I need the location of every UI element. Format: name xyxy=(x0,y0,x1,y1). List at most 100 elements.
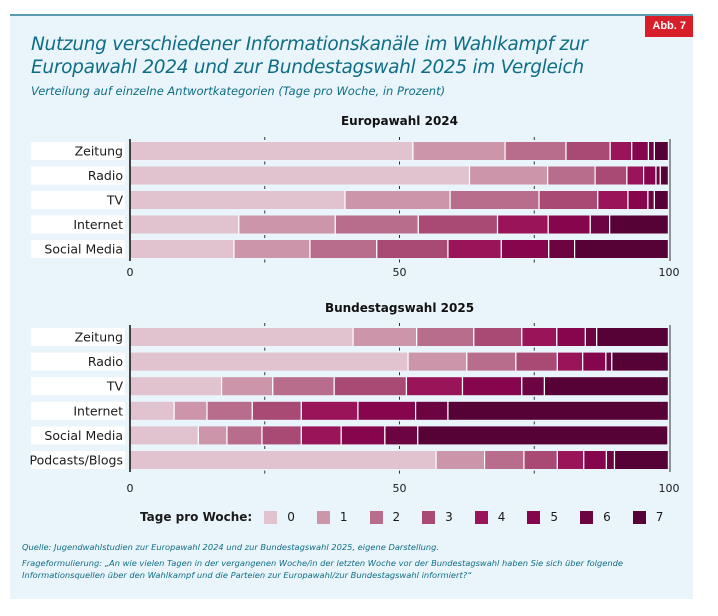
segment-divider xyxy=(556,352,558,371)
segment-divider xyxy=(653,191,655,209)
category-label-bg xyxy=(31,401,125,420)
bar-segment xyxy=(524,451,557,469)
chart-title: Bundestagswahl 2025 xyxy=(325,301,474,315)
bar-segment xyxy=(598,191,628,209)
category-label: Internet xyxy=(73,403,123,418)
bar-segment xyxy=(557,451,584,469)
segment-divider xyxy=(272,377,274,396)
bar-segment xyxy=(539,191,598,209)
segment-divider xyxy=(565,142,567,160)
bar-segment xyxy=(222,377,273,396)
segment-divider xyxy=(384,426,386,445)
segment-divider xyxy=(548,240,550,258)
legend-swatch xyxy=(580,510,594,524)
legend-label: 0 xyxy=(287,510,295,524)
category-label: Zeitung xyxy=(75,330,123,345)
segment-divider xyxy=(556,451,558,469)
category-label: Podcasts/Blogs xyxy=(30,453,124,468)
x-tick-label: 50 xyxy=(393,266,407,279)
bar-segment xyxy=(505,142,566,160)
bar-segment xyxy=(436,451,485,469)
legend-swatch xyxy=(422,510,436,524)
bar-segment xyxy=(628,191,648,209)
bar-segment xyxy=(198,426,227,445)
segment-divider xyxy=(238,215,240,234)
segment-divider xyxy=(300,426,302,445)
figure-subtitle: Verteilung auf einzelne Antwortkategorie… xyxy=(31,84,446,98)
bar-segment xyxy=(385,426,418,445)
bar-segment xyxy=(273,377,334,396)
bar-segment xyxy=(548,166,595,185)
segment-divider xyxy=(643,166,645,185)
bar-segment xyxy=(130,451,436,469)
bar-segment xyxy=(301,426,341,445)
segment-divider xyxy=(653,142,655,160)
bar-segment xyxy=(130,401,174,420)
legend-swatch xyxy=(369,510,383,524)
legend-item-4: 4 xyxy=(474,510,506,524)
legend-label: 4 xyxy=(497,510,506,524)
segment-divider xyxy=(261,426,263,445)
bar-segment xyxy=(448,240,501,258)
bar-segment xyxy=(413,142,505,160)
segment-divider xyxy=(626,166,628,185)
figure-panel xyxy=(10,14,693,599)
legend-item-6: 6 xyxy=(580,510,611,524)
chart-title: Europawahl 2024 xyxy=(341,114,458,128)
bar-segment xyxy=(252,401,301,420)
segment-divider xyxy=(251,401,253,420)
segment-divider xyxy=(226,426,228,445)
legend-items: 0 1 2 3 4 5 6 7 xyxy=(264,510,685,524)
bar-segment xyxy=(463,377,522,396)
segment-divider xyxy=(504,142,506,160)
bar-segment xyxy=(341,426,385,445)
source-note: Quelle: Jugendwahlstudien zur Europawahl… xyxy=(22,542,440,552)
legend-label: 1 xyxy=(339,510,348,524)
segment-divider xyxy=(597,191,599,209)
category-label-bg xyxy=(31,377,125,396)
segment-divider xyxy=(605,352,607,371)
segment-divider xyxy=(594,166,596,185)
segment-divider xyxy=(538,191,540,209)
legend-swatch xyxy=(316,510,330,524)
figure-badge: Abb. 7 xyxy=(645,16,693,37)
bar-segment xyxy=(632,142,648,160)
bar-segment xyxy=(408,352,467,371)
bar-segment xyxy=(418,426,668,445)
legend-item-0: 0 xyxy=(264,510,295,524)
bar-segment xyxy=(335,215,418,234)
bar-segment xyxy=(345,191,450,209)
segment-divider xyxy=(613,451,616,469)
category-label: Radio xyxy=(88,354,123,369)
bar-segment xyxy=(654,142,668,160)
segment-divider xyxy=(233,240,235,258)
bar-segment xyxy=(660,166,668,185)
bar-segment xyxy=(239,215,335,234)
segment-divider xyxy=(333,377,335,396)
bar-segment xyxy=(474,328,522,346)
segment-divider xyxy=(206,401,208,420)
bar-segment xyxy=(522,328,557,346)
segment-divider xyxy=(197,426,199,445)
segment-divider xyxy=(344,191,346,209)
bar-segment xyxy=(557,352,583,371)
bar-segment xyxy=(549,240,575,258)
question-note: Frageformulierung: „An wie vielen Tagen … xyxy=(22,558,623,580)
bar-segment xyxy=(607,451,614,469)
legend-label: 6 xyxy=(603,510,611,524)
segment-divider xyxy=(417,426,419,445)
legend-item-7: 7 xyxy=(632,510,663,524)
segment-divider xyxy=(466,352,468,371)
bar-segment xyxy=(130,240,234,258)
bar-segment xyxy=(448,401,668,420)
category-label-bg xyxy=(31,191,125,209)
bar-segment xyxy=(557,328,585,346)
legend-item-2: 2 xyxy=(369,510,400,524)
bar-segment xyxy=(597,328,668,346)
bar-segment xyxy=(648,191,654,209)
bar-segment xyxy=(377,240,448,258)
bar-segment xyxy=(207,401,252,420)
bar-segment xyxy=(450,191,539,209)
bar-segment xyxy=(418,215,497,234)
